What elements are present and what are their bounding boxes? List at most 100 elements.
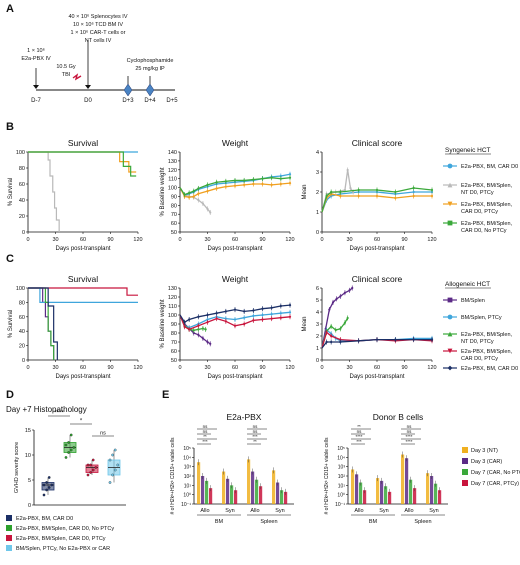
data-point <box>215 181 218 184</box>
data-point <box>352 190 355 194</box>
data-point <box>243 179 246 182</box>
data-point <box>111 453 114 457</box>
bar <box>226 478 230 504</box>
sig-label: *** <box>252 434 258 439</box>
bar <box>384 486 388 504</box>
sig-label: ns <box>203 424 209 429</box>
y-tick-label: 100 <box>168 313 177 319</box>
chart-title: Clinical score <box>352 274 403 284</box>
x-tick-label: 0 <box>26 237 29 243</box>
data-point <box>192 331 195 335</box>
data-point <box>206 190 209 193</box>
x-tick-label: 30 <box>346 237 352 243</box>
series-line-4 <box>28 287 58 360</box>
data-point <box>69 433 73 437</box>
y-tick-label: 60 <box>19 315 25 321</box>
data-point <box>206 321 209 324</box>
bar <box>201 476 205 504</box>
data-point <box>261 182 264 186</box>
bar <box>409 479 413 504</box>
series-line-1 <box>28 287 138 303</box>
data-point <box>343 188 347 192</box>
data-point <box>261 318 264 321</box>
bar <box>430 476 434 504</box>
data-point <box>183 321 186 324</box>
data-point <box>270 313 273 316</box>
y-tick-label: 60 <box>19 182 25 188</box>
data-point <box>252 178 255 181</box>
data-point <box>67 441 70 444</box>
data-point <box>192 329 195 332</box>
y-tick-label: 10² <box>338 474 346 480</box>
data-point <box>412 194 415 198</box>
box-2 <box>85 464 99 473</box>
data-point <box>201 327 205 330</box>
sig-label: ns <box>253 429 259 434</box>
legend-label: E2a-PBX, BM/Splen, CAR D0, No PTCy <box>16 526 114 532</box>
x-tick-label: 90 <box>401 365 407 371</box>
data-point <box>108 458 112 462</box>
data-point <box>279 312 282 315</box>
data-point <box>45 488 48 492</box>
data-point <box>233 184 237 187</box>
data-point <box>47 486 51 489</box>
series-line-3 <box>179 314 291 331</box>
data-point <box>91 458 95 462</box>
sig-label: ns <box>407 424 413 429</box>
data-point <box>270 317 273 320</box>
y-tick-label: 90 <box>171 194 177 200</box>
legend-label-line: CAR D0, No PTCy <box>461 228 507 234</box>
data-point <box>224 320 227 323</box>
y-tick-label: 10⁰ <box>337 493 345 499</box>
data-point <box>183 325 186 328</box>
cy-diamond-icon <box>145 83 155 97</box>
x-tick-label: 0 <box>320 237 323 243</box>
bar <box>230 485 234 504</box>
x-axis-label: Days post-transplant <box>207 374 262 380</box>
y-tick-label: 100 <box>16 150 25 156</box>
data-point <box>113 468 117 472</box>
sig-label: **** <box>355 434 362 439</box>
legend-label: E2a-PBX, BM, CAR D0 <box>461 164 518 170</box>
data-point <box>116 463 120 467</box>
data-point <box>188 191 191 194</box>
arrowhead <box>33 85 39 89</box>
data-point <box>325 194 328 198</box>
sig-label: **** <box>405 434 412 439</box>
legend-swatch <box>462 480 468 486</box>
tbi-label: TBI <box>62 72 71 78</box>
sig-label: ns <box>203 429 209 434</box>
sig-label: **** <box>405 439 412 444</box>
legend-label: E2a-PBX, BM/Splen, CAR D0, PTCy <box>16 536 106 542</box>
bar <box>380 480 384 504</box>
x-axis-label: Days post-transplant <box>207 246 262 252</box>
x-tick-label: 60 <box>232 365 238 371</box>
chart-title: Survival <box>68 138 98 148</box>
data-point <box>339 295 342 298</box>
bar <box>355 474 359 504</box>
y-axis-label: GVHD severity score <box>14 442 20 493</box>
legend-title: Allogeneic HCT <box>445 281 490 288</box>
tissue-label: Spleen <box>414 519 431 525</box>
chart-title: E2a-PBX <box>227 412 262 422</box>
data-point <box>233 179 237 182</box>
y-tick-label: 15 <box>25 428 31 434</box>
x-tick-label: 120 <box>427 237 436 243</box>
y-tick-label: 4 <box>316 150 319 156</box>
y-tick-label: 50 <box>171 358 177 364</box>
data-point <box>197 333 200 336</box>
condition-label: Syn <box>429 508 438 514</box>
data-point <box>348 289 351 292</box>
data-point <box>335 297 338 300</box>
data-point <box>261 177 264 180</box>
bar <box>280 490 284 504</box>
y-tick-label: 20 <box>19 214 25 220</box>
data-point <box>261 307 264 310</box>
data-point <box>243 310 246 313</box>
y-tick-label: 120 <box>168 168 177 174</box>
data-point <box>224 310 227 313</box>
y-tick-label: 120 <box>168 295 177 301</box>
data-point <box>201 337 205 340</box>
bar <box>234 490 238 504</box>
sig-label: ** <box>357 424 361 429</box>
